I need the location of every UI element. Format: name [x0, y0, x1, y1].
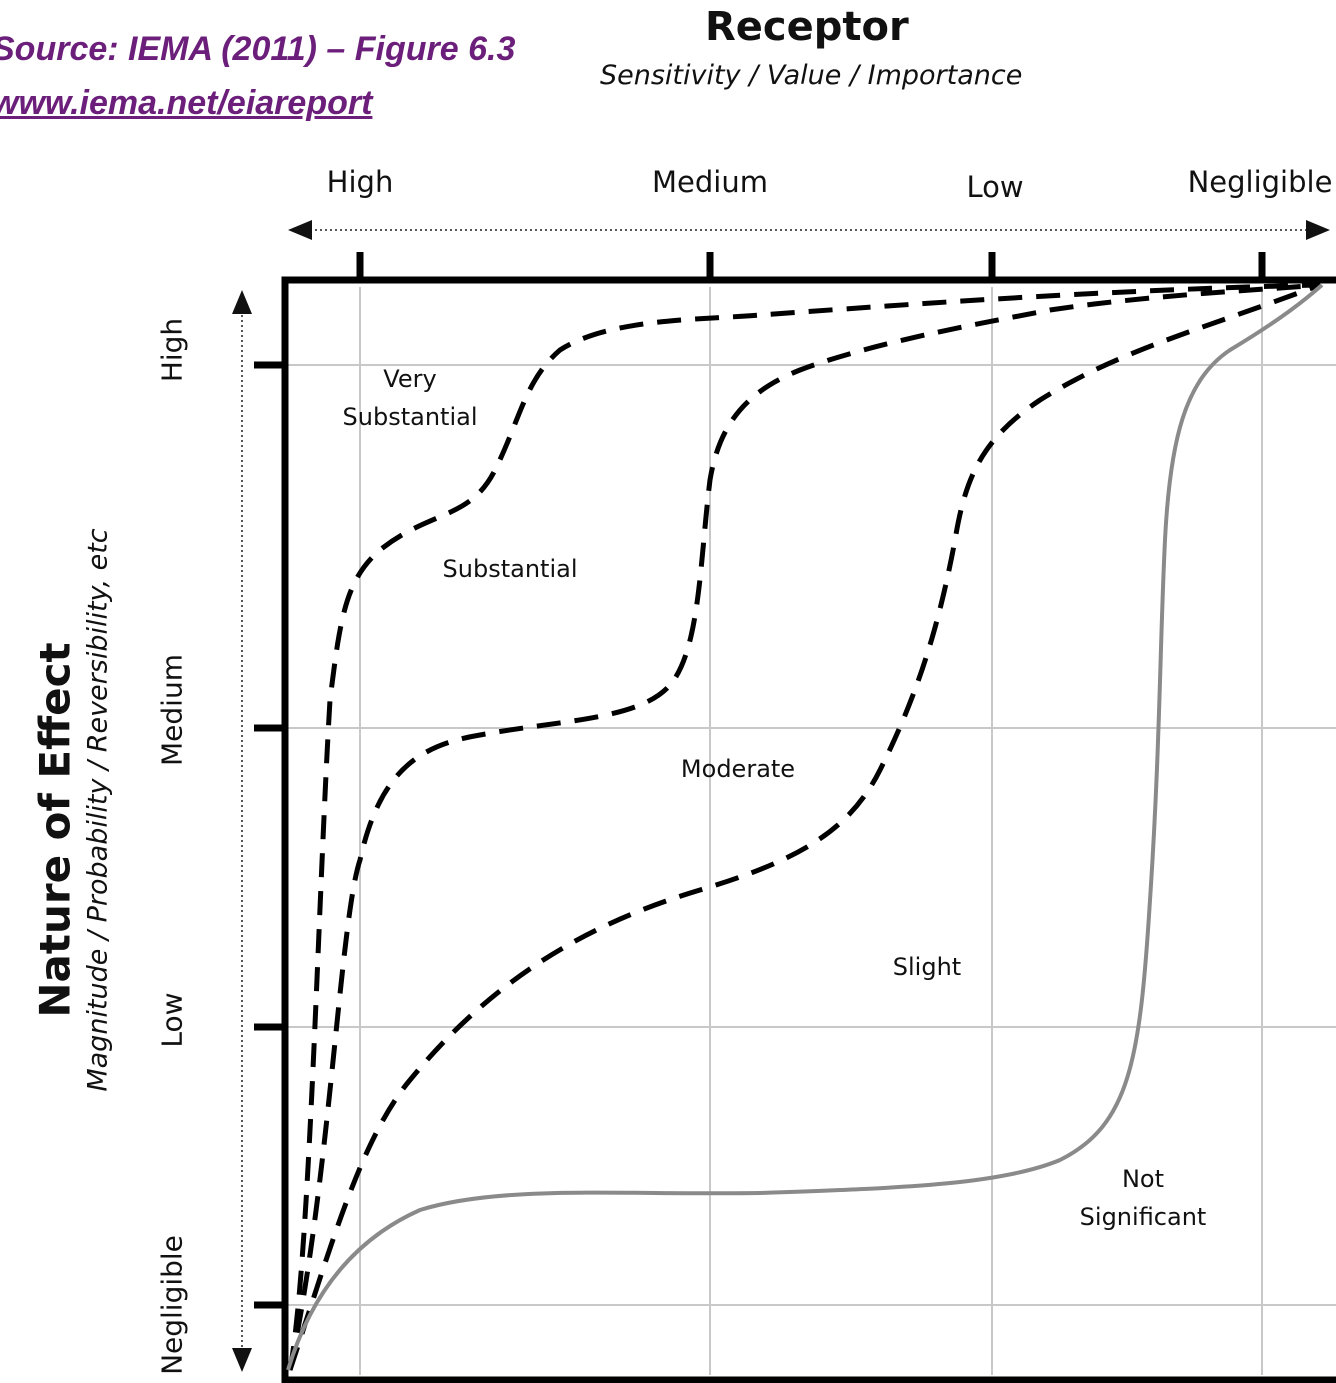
region-not-significant-line2: Significant [1079, 1203, 1207, 1231]
arrow-down-head [232, 1348, 252, 1372]
threshold-very-substantial-curve [287, 282, 1321, 1371]
arrow-left-head [288, 220, 312, 240]
region-not-significant: Not Significant [1080, 1160, 1207, 1236]
nature-level-low: Low [155, 992, 189, 1048]
nature-level-high: High [155, 317, 189, 383]
region-substantial: Substantial [442, 555, 578, 583]
nature-subtitle: Magnitude / Probability / Reversibility,… [82, 528, 114, 1092]
receptor-level-high: High [326, 165, 394, 199]
receptor-level-low: Low [966, 170, 1024, 204]
nature-level-medium: Medium [155, 654, 189, 766]
source-link[interactable]: www.iema.net/eiareport [0, 84, 373, 122]
receptor-axis-arrow [288, 220, 1330, 240]
region-very-substantial: Very Substantial [343, 360, 478, 436]
region-moderate: Moderate [680, 755, 796, 783]
nature-axis-arrow [232, 290, 252, 1372]
source-citation: Source: IEMA (2011) – Figure 6.3 [0, 30, 516, 68]
dashed-threshold-curves [287, 282, 1321, 1371]
matrix-frame [281, 276, 1336, 1383]
receptor-title: Receptor [705, 4, 909, 50]
nature-level-negligible: Negligible [155, 1235, 189, 1375]
threshold-not-significant-curve [286, 283, 1324, 1371]
top-ticks [356, 252, 1266, 282]
region-very-substantial-line2: Substantial [342, 403, 478, 431]
receptor-subtitle: Sensitivity / Value / Importance [600, 60, 1023, 91]
arrow-up-head [232, 290, 252, 314]
arrow-right-head [1306, 220, 1330, 240]
region-slight: Slight [892, 953, 962, 981]
region-very-substantial-line1: Very [383, 365, 437, 393]
nature-title: Nature of Effect [30, 642, 80, 1018]
receptor-level-medium: Medium [652, 165, 768, 199]
left-ticks [254, 361, 287, 1309]
receptor-level-negligible: Negligible [1187, 165, 1333, 199]
threshold-substantial-curve [287, 282, 1321, 1371]
region-not-significant-line1: Not [1121, 1165, 1165, 1193]
threshold-moderate-curve [287, 282, 1321, 1371]
